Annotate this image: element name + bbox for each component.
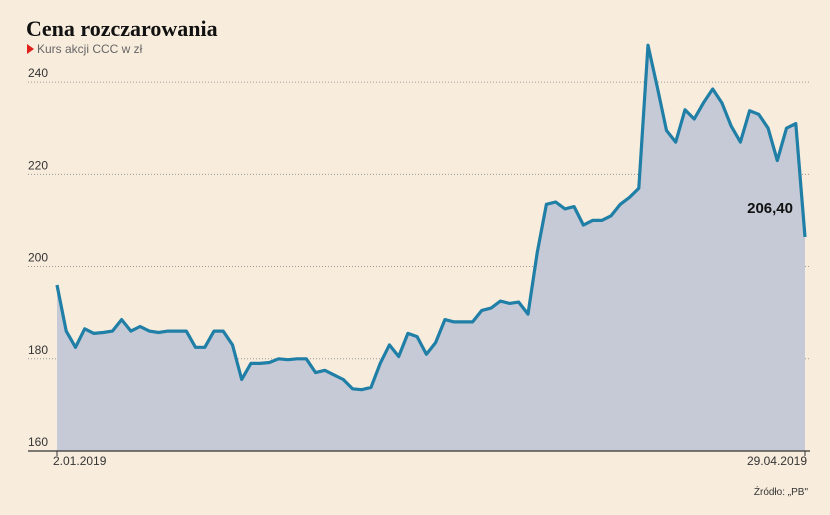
chart-subtitle: Kurs akcji CCC w zł — [37, 42, 143, 56]
y-tick-label: 160 — [28, 435, 48, 449]
subtitle-marker — [27, 44, 34, 54]
y-tick-label: 240 — [28, 66, 48, 80]
value-label: 206,40 — [747, 200, 793, 217]
x-tick-label: 29.04.2019 — [747, 454, 807, 468]
chart-title: Cena rozczarowania — [26, 16, 218, 41]
x-tick-label: 2.01.2019 — [53, 454, 107, 468]
line — [55, 43, 807, 392]
y-tick-label: 220 — [28, 158, 48, 172]
area — [57, 45, 805, 451]
source: Źródło: „PB" — [754, 485, 809, 498]
y-tick-label: 180 — [28, 343, 48, 357]
y-tick-label: 200 — [28, 251, 48, 265]
